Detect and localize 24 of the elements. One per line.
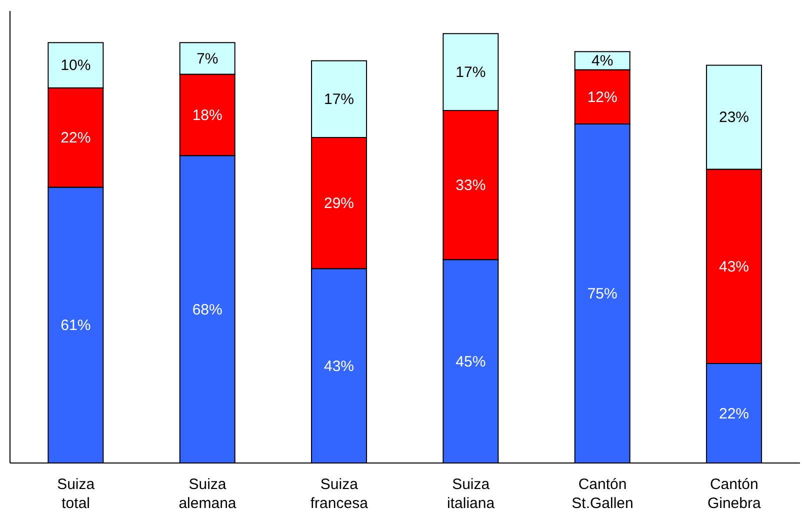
data-label: 7%	[196, 50, 218, 68]
data-label: 17%	[456, 64, 486, 82]
x-tick-label: Suiza francesa	[310, 476, 369, 512]
data-label: 43%	[719, 258, 750, 276]
x-tick-label: Suiza alemana	[178, 476, 237, 512]
x-tick-label: Suiza italiana	[447, 476, 496, 512]
data-label: 75%	[587, 286, 618, 302]
data-label: 12%	[587, 88, 618, 106]
data-label: 18%	[192, 106, 222, 124]
data-label: 45%	[456, 353, 486, 370]
data-label: 17%	[324, 91, 354, 108]
data-label: 61%	[60, 317, 91, 334]
data-label: 4%	[592, 52, 614, 70]
data-label: 68%	[192, 301, 222, 318]
data-label: 29%	[324, 195, 354, 212]
data-label: 33%	[456, 177, 486, 194]
data-label: 23%	[719, 109, 750, 126]
x-tick-label: Cantón St.Gallen	[572, 476, 634, 512]
data-label: 22%	[60, 130, 91, 147]
data-label: 22%	[719, 405, 750, 422]
x-tick-label: Cantón Ginebra	[707, 476, 762, 512]
data-label: 43%	[324, 358, 354, 375]
data-label: 10%	[60, 57, 91, 74]
x-tick-label: Suiza total	[57, 476, 96, 512]
